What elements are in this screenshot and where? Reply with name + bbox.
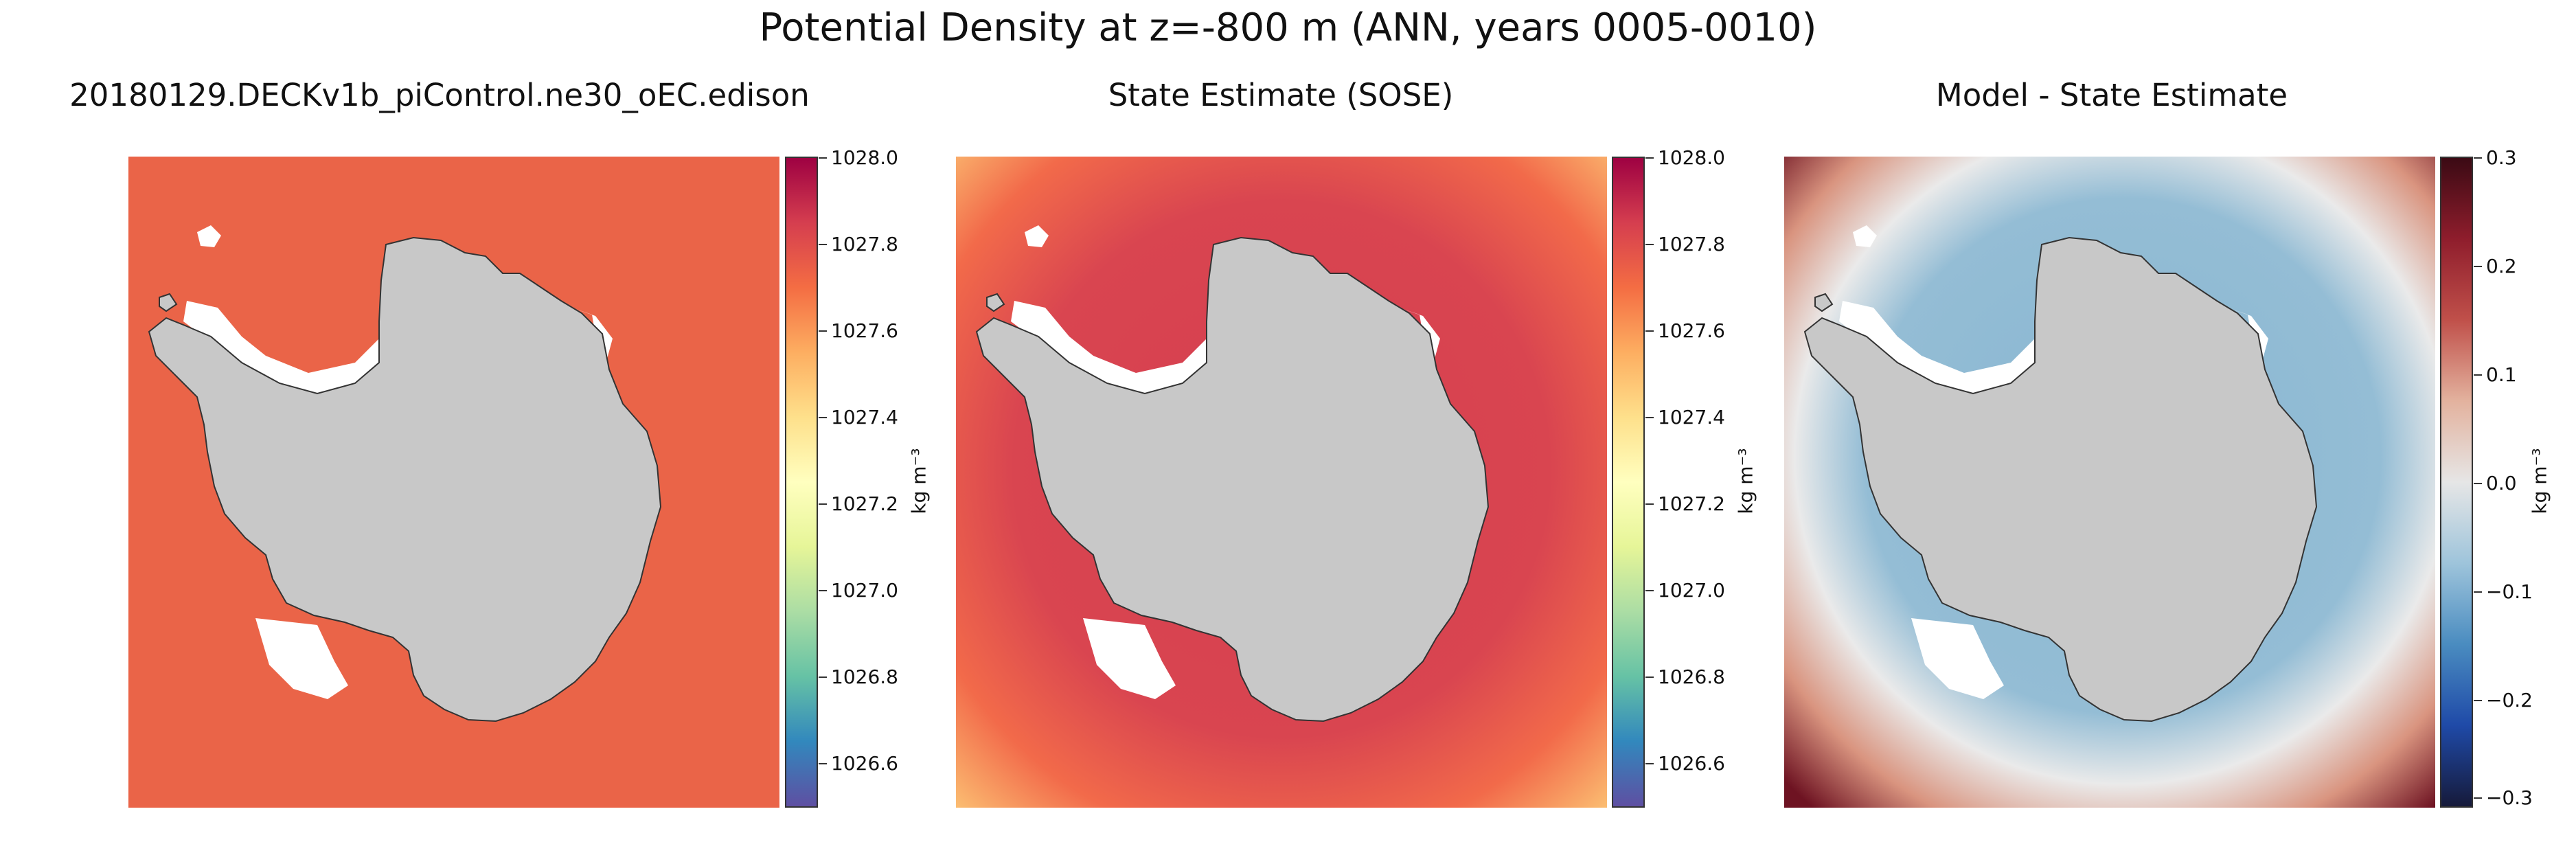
panel-title-model: 20180129.DECKv1b_piControl.ne30_oEC.edis… <box>69 77 810 113</box>
colorbar-tick-label: 0.0 <box>2474 472 2517 494</box>
colorbar-tick-label: −0.3 <box>2474 786 2533 809</box>
colorbar-tick-label: 1027.4 <box>819 406 898 429</box>
colorbar-tick-label: −0.2 <box>2474 689 2533 712</box>
colorbar-tick-label: 0.3 <box>2474 146 2517 169</box>
peninsula-tip <box>1814 293 1834 312</box>
ice-shelf-mask <box>183 301 389 397</box>
map-state-estimate-svg <box>956 157 1607 808</box>
ice-shelf-mask <box>1911 618 2004 699</box>
small-island <box>1853 225 1877 247</box>
map-model <box>128 157 779 808</box>
colorbar-unit-label: kg m⁻³ <box>2528 448 2551 514</box>
map-difference-svg <box>1784 157 2435 808</box>
colorbar-unit-label: kg m⁻³ <box>1734 448 1757 514</box>
peninsula-tip <box>986 293 1005 312</box>
colorbar-tick-label: 1028.0 <box>1645 146 1725 169</box>
map-difference <box>1784 157 2435 808</box>
colorbar-tick-label: 0.1 <box>2474 363 2517 386</box>
colorbar-tick-label: −0.1 <box>2474 580 2533 603</box>
colorbar-tick-label: 1027.0 <box>1645 579 1725 602</box>
antarctica-landmass <box>148 236 662 723</box>
colorbar-state-estimate <box>1612 157 1645 808</box>
ice-shelf-mask <box>255 618 348 699</box>
colorbar-tick-label: 1027.2 <box>1645 492 1725 515</box>
peninsula-tip <box>159 293 178 312</box>
colorbar-difference <box>2440 157 2473 808</box>
antarctica-landmass <box>1803 236 2318 723</box>
colorbar-tick-label: 1028.0 <box>819 146 898 169</box>
colorbar-tick-label: 0.2 <box>2474 255 2517 277</box>
panel-title-difference: Model - State Estimate <box>1935 77 2288 113</box>
panel-title-state-estimate: State Estimate (SOSE) <box>1108 77 1454 113</box>
small-island <box>197 225 221 247</box>
colorbar-unit-label: kg m⁻³ <box>907 448 931 514</box>
ice-shelf-mask <box>1083 618 1176 699</box>
colorbar-tick-label: 1027.8 <box>819 233 898 255</box>
colorbar-tick-label: 1027.6 <box>1645 319 1725 342</box>
ice-shelf-mask <box>1011 301 1217 397</box>
colorbar-tick-label: 1027.4 <box>1645 406 1725 429</box>
colorbar-tick-label: 1026.6 <box>819 752 898 775</box>
colorbar-tick-label: 1027.8 <box>1645 233 1725 255</box>
colorbar-tick-label: 1026.8 <box>819 666 898 688</box>
antarctica-landmass <box>975 236 1490 723</box>
colorbar-tick-label: 1026.8 <box>1645 666 1725 688</box>
colorbar-model <box>785 157 818 808</box>
small-island <box>1025 225 1049 247</box>
colorbar-tick-label: 1027.0 <box>819 579 898 602</box>
map-model-svg <box>128 157 779 808</box>
colorbar-tick-label: 1027.6 <box>819 319 898 342</box>
ice-shelf-mask <box>1839 301 2045 397</box>
figure-title: Potential Density at z=-800 m (ANN, year… <box>759 5 1817 50</box>
colorbar-tick-label: 1027.2 <box>819 492 898 515</box>
colorbar-tick-label: 1026.6 <box>1645 752 1725 775</box>
map-state-estimate <box>956 157 1607 808</box>
